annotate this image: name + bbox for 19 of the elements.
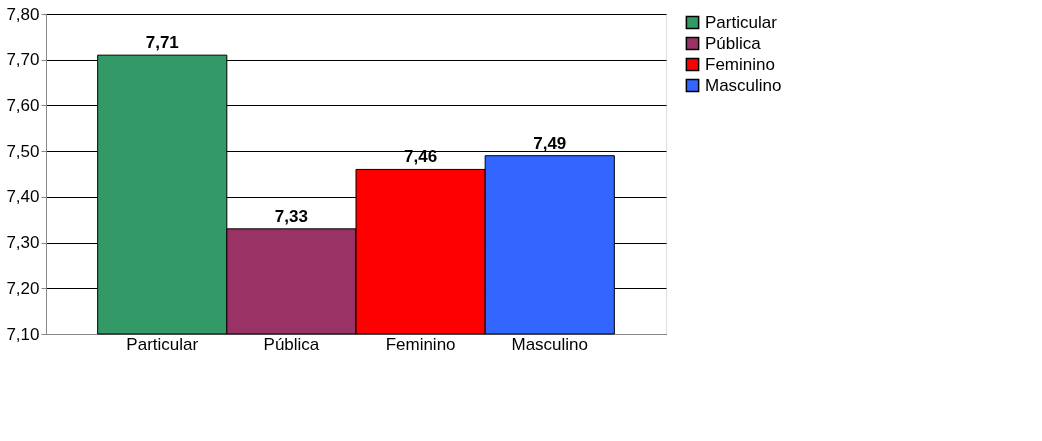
y-tick-label: 7,60 — [6, 95, 40, 115]
y-tick-label: 7,30 — [6, 233, 40, 253]
x-tick-label: Particular — [126, 334, 199, 354]
y-tick-label: 7,50 — [6, 141, 40, 161]
x-tick-label: Pública — [263, 334, 320, 354]
y-tick-label: 7,80 — [6, 4, 40, 24]
legend-label: Feminino — [705, 54, 775, 74]
x-tick-label: Feminino — [385, 334, 456, 354]
legend-label: Masculino — [705, 75, 782, 95]
legend-label: Particular — [705, 12, 778, 32]
legend-label: Pública — [705, 33, 762, 53]
y-tick-label: 7,40 — [6, 187, 40, 207]
data-label: 7,49 — [533, 133, 567, 153]
y-tick-label: 7,10 — [6, 324, 40, 344]
x-tick-label: Masculino — [511, 334, 589, 354]
y-tick-label: 7,70 — [6, 50, 40, 70]
data-label: 7,71 — [145, 33, 179, 53]
data-label: 7,33 — [274, 206, 308, 226]
y-tick-label: 7,20 — [6, 278, 40, 298]
